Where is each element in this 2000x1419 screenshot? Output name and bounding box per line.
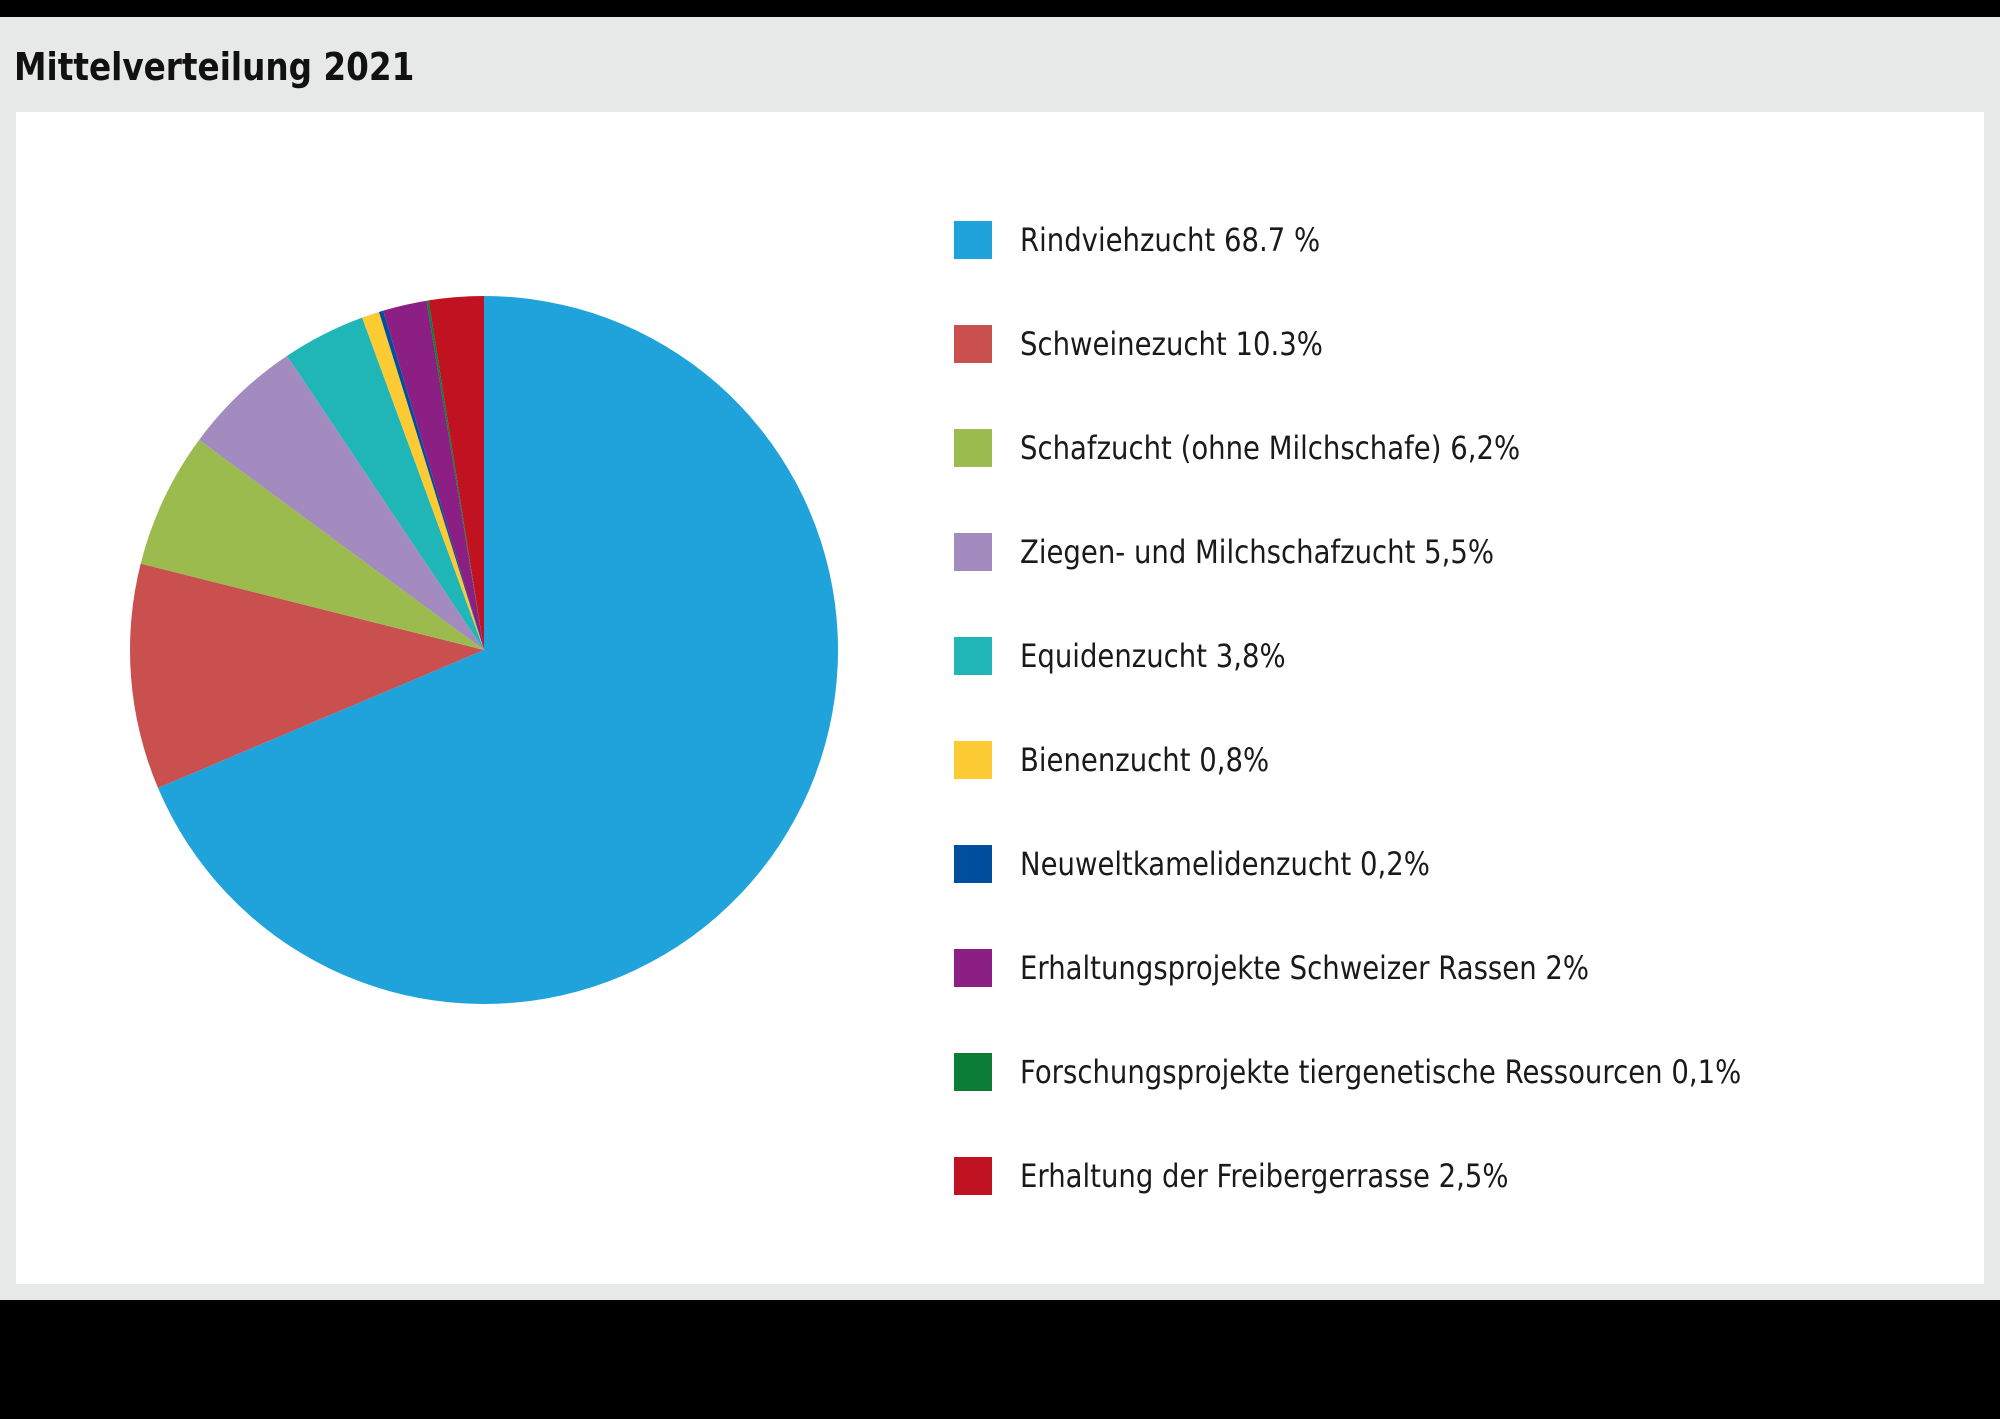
legend-label: Erhaltung der Freibergerrasse 2,5% [1020, 1157, 1509, 1195]
legend-swatch [954, 1157, 992, 1195]
legend-label: Ziegen- und Milchschafzucht 5,5% [1020, 533, 1495, 571]
chart-title: Mittelverteilung 2021 [14, 45, 415, 89]
pie-slice-7 [383, 300, 484, 650]
legend-swatch [954, 949, 992, 987]
legend: Rindviehzucht 68.7 % Schweinezucht 10.3% S… [954, 112, 1954, 1284]
legend-swatch [954, 1053, 992, 1091]
pie-slice-5 [362, 311, 484, 650]
legend-label: Forschungsprojekte tiergenetische Ressou… [1020, 1053, 1742, 1091]
legend-swatch [954, 741, 992, 779]
pie-chart [130, 296, 839, 1004]
pie-slice-8 [426, 300, 484, 650]
legend-swatch [954, 533, 992, 571]
pie-slice-2 [140, 439, 484, 650]
pie-slice-0 [157, 296, 839, 1004]
legend-label: Schweinezucht 10.3% [1020, 325, 1323, 363]
legend-swatch [954, 429, 992, 467]
chart-panel: Rindviehzucht 68.7 % Schweinezucht 10.3% S… [16, 112, 1984, 1284]
pie-slice-4 [287, 317, 484, 650]
legend-swatch [954, 221, 992, 259]
legend-swatch [954, 845, 992, 883]
legend-label: Equidenzucht 3,8% [1020, 637, 1286, 675]
legend-label: Neuweltkamelidenzucht 0,2% [1020, 845, 1430, 883]
legend-label: Bienenzucht 0,8% [1020, 741, 1270, 779]
legend-swatch [954, 325, 992, 363]
pie-slice-3 [199, 355, 484, 650]
chart-frame: Mittelverteilung 2021 Rindviehzucht 68.7… [0, 17, 2000, 1300]
pie-slice-6 [378, 310, 484, 650]
legend-label: Rindviehzucht 68.7 % [1020, 221, 1321, 259]
pie-slice-1 [130, 563, 485, 788]
legend-swatch [954, 637, 992, 675]
pie-slice-9 [428, 296, 484, 650]
legend-label: Schafzucht (ohne Milchschafe) 6,2% [1020, 429, 1521, 467]
legend-label: Erhaltungsprojekte Schweizer Rassen 2% [1020, 949, 1590, 987]
